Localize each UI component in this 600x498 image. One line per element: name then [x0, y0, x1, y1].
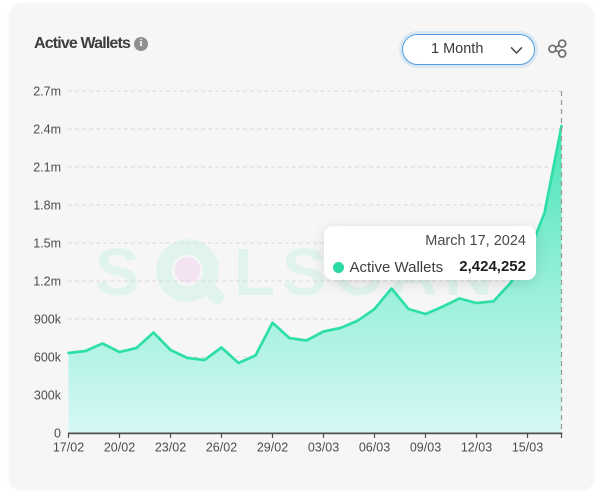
svg-text:900k: 900k — [34, 312, 62, 326]
svg-text:2.4m: 2.4m — [33, 122, 61, 136]
svg-text:06/03: 06/03 — [359, 441, 390, 455]
svg-text:23/02: 23/02 — [155, 441, 186, 455]
svg-text:2.1m: 2.1m — [33, 160, 61, 174]
svg-text:09/03: 09/03 — [410, 441, 441, 455]
svg-text:300k: 300k — [34, 388, 62, 402]
svg-text:1.2m: 1.2m — [33, 274, 61, 288]
svg-text:26/02: 26/02 — [206, 441, 237, 455]
svg-text:20/02: 20/02 — [104, 441, 135, 455]
svg-text:15/03: 15/03 — [512, 441, 543, 455]
svg-text:S: S — [95, 235, 140, 310]
svg-text:2.7m: 2.7m — [33, 84, 61, 98]
svg-text:1.5m: 1.5m — [33, 236, 61, 250]
svg-text:1.8m: 1.8m — [33, 198, 61, 212]
svg-text:03/03: 03/03 — [308, 441, 339, 455]
svg-text:0: 0 — [54, 426, 61, 440]
svg-text:29/02: 29/02 — [257, 441, 288, 455]
svg-text:17/02: 17/02 — [53, 441, 84, 455]
svg-text:12/03: 12/03 — [461, 441, 492, 455]
svg-text:600k: 600k — [34, 350, 62, 364]
